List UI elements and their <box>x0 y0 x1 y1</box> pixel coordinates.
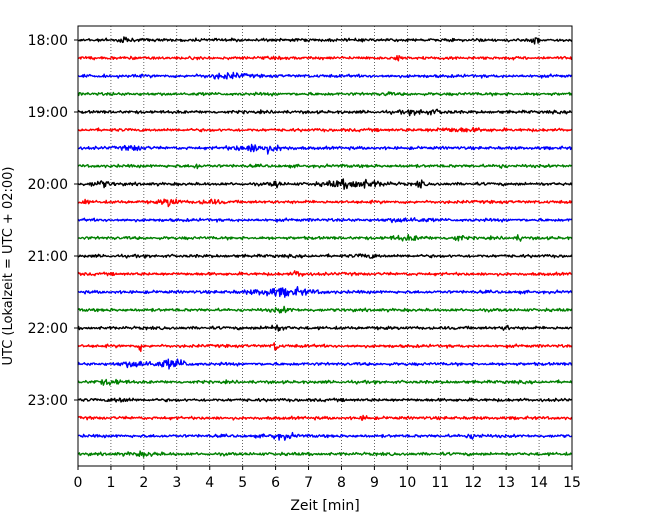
trace-2315 <box>77 414 573 421</box>
trace-2245 <box>77 378 573 386</box>
trace-2115 <box>77 270 573 277</box>
x-tick-label-7: 7 <box>304 475 313 491</box>
trace-2145 <box>77 305 573 314</box>
trace-1900 <box>77 108 573 117</box>
y-tick-label-1: 19:00 <box>28 105 68 121</box>
trace-2045 <box>78 234 573 242</box>
x-tick-label-10: 10 <box>398 475 416 491</box>
x-tick-label-12: 12 <box>464 475 482 491</box>
x-axis-ticks: 0 1 2 3 4 5 6 7 8 9 10 11 12 13 14 15 <box>74 466 581 491</box>
x-tick-label-14: 14 <box>530 475 548 491</box>
y-tick-label-2: 20:00 <box>28 177 68 193</box>
trace-2130 <box>77 286 573 298</box>
trace-1945 <box>77 163 573 170</box>
x-tick-label-9: 9 <box>370 475 379 491</box>
x-tick-label-1: 1 <box>106 475 115 491</box>
y-tick-label-4: 22:00 <box>28 321 68 337</box>
trace-2215 <box>77 342 573 353</box>
x-tick-label-2: 2 <box>139 475 148 491</box>
y-tick-label-3: 21:00 <box>28 249 68 265</box>
x-axis-label: Zeit [min] <box>290 498 359 514</box>
x-tick-label-5: 5 <box>238 475 247 491</box>
x-tick-label-8: 8 <box>337 475 346 491</box>
trace-1915 <box>77 126 572 133</box>
y-axis-label: UTC (Lokalzeit = UTC + 02:00) <box>1 167 16 366</box>
trace-2345 <box>77 450 573 458</box>
trace-2000 <box>77 178 573 190</box>
trace-2330 <box>77 431 573 441</box>
y-tick-label-0: 18:00 <box>28 33 68 49</box>
y-axis-ticks: 18:00 19:00 20:00 21:00 22:00 23:00 <box>28 33 78 409</box>
trace-2030 <box>77 217 573 224</box>
trace-1815 <box>77 55 573 62</box>
trace-1845 <box>77 91 573 97</box>
y-tick-label-5: 23:00 <box>28 393 68 409</box>
trace-2230 <box>77 358 573 370</box>
trace-1800 <box>77 36 573 45</box>
trace-2015 <box>77 198 573 208</box>
x-tick-label-15: 15 <box>563 475 581 491</box>
trace-2100 <box>77 253 573 259</box>
x-tick-label-6: 6 <box>271 475 280 491</box>
grid-lines <box>110 26 540 466</box>
trace-2200 <box>77 324 573 332</box>
trace-lines <box>77 36 573 458</box>
trace-2300 <box>77 397 573 403</box>
trace-1930 <box>77 143 573 155</box>
x-tick-label-13: 13 <box>497 475 515 491</box>
x-tick-label-3: 3 <box>172 475 181 491</box>
plot-frame <box>77 25 573 467</box>
x-tick-label-0: 0 <box>74 475 83 491</box>
x-tick-label-11: 11 <box>431 475 449 491</box>
trace-1830 <box>77 71 573 80</box>
x-tick-label-4: 4 <box>205 475 214 491</box>
